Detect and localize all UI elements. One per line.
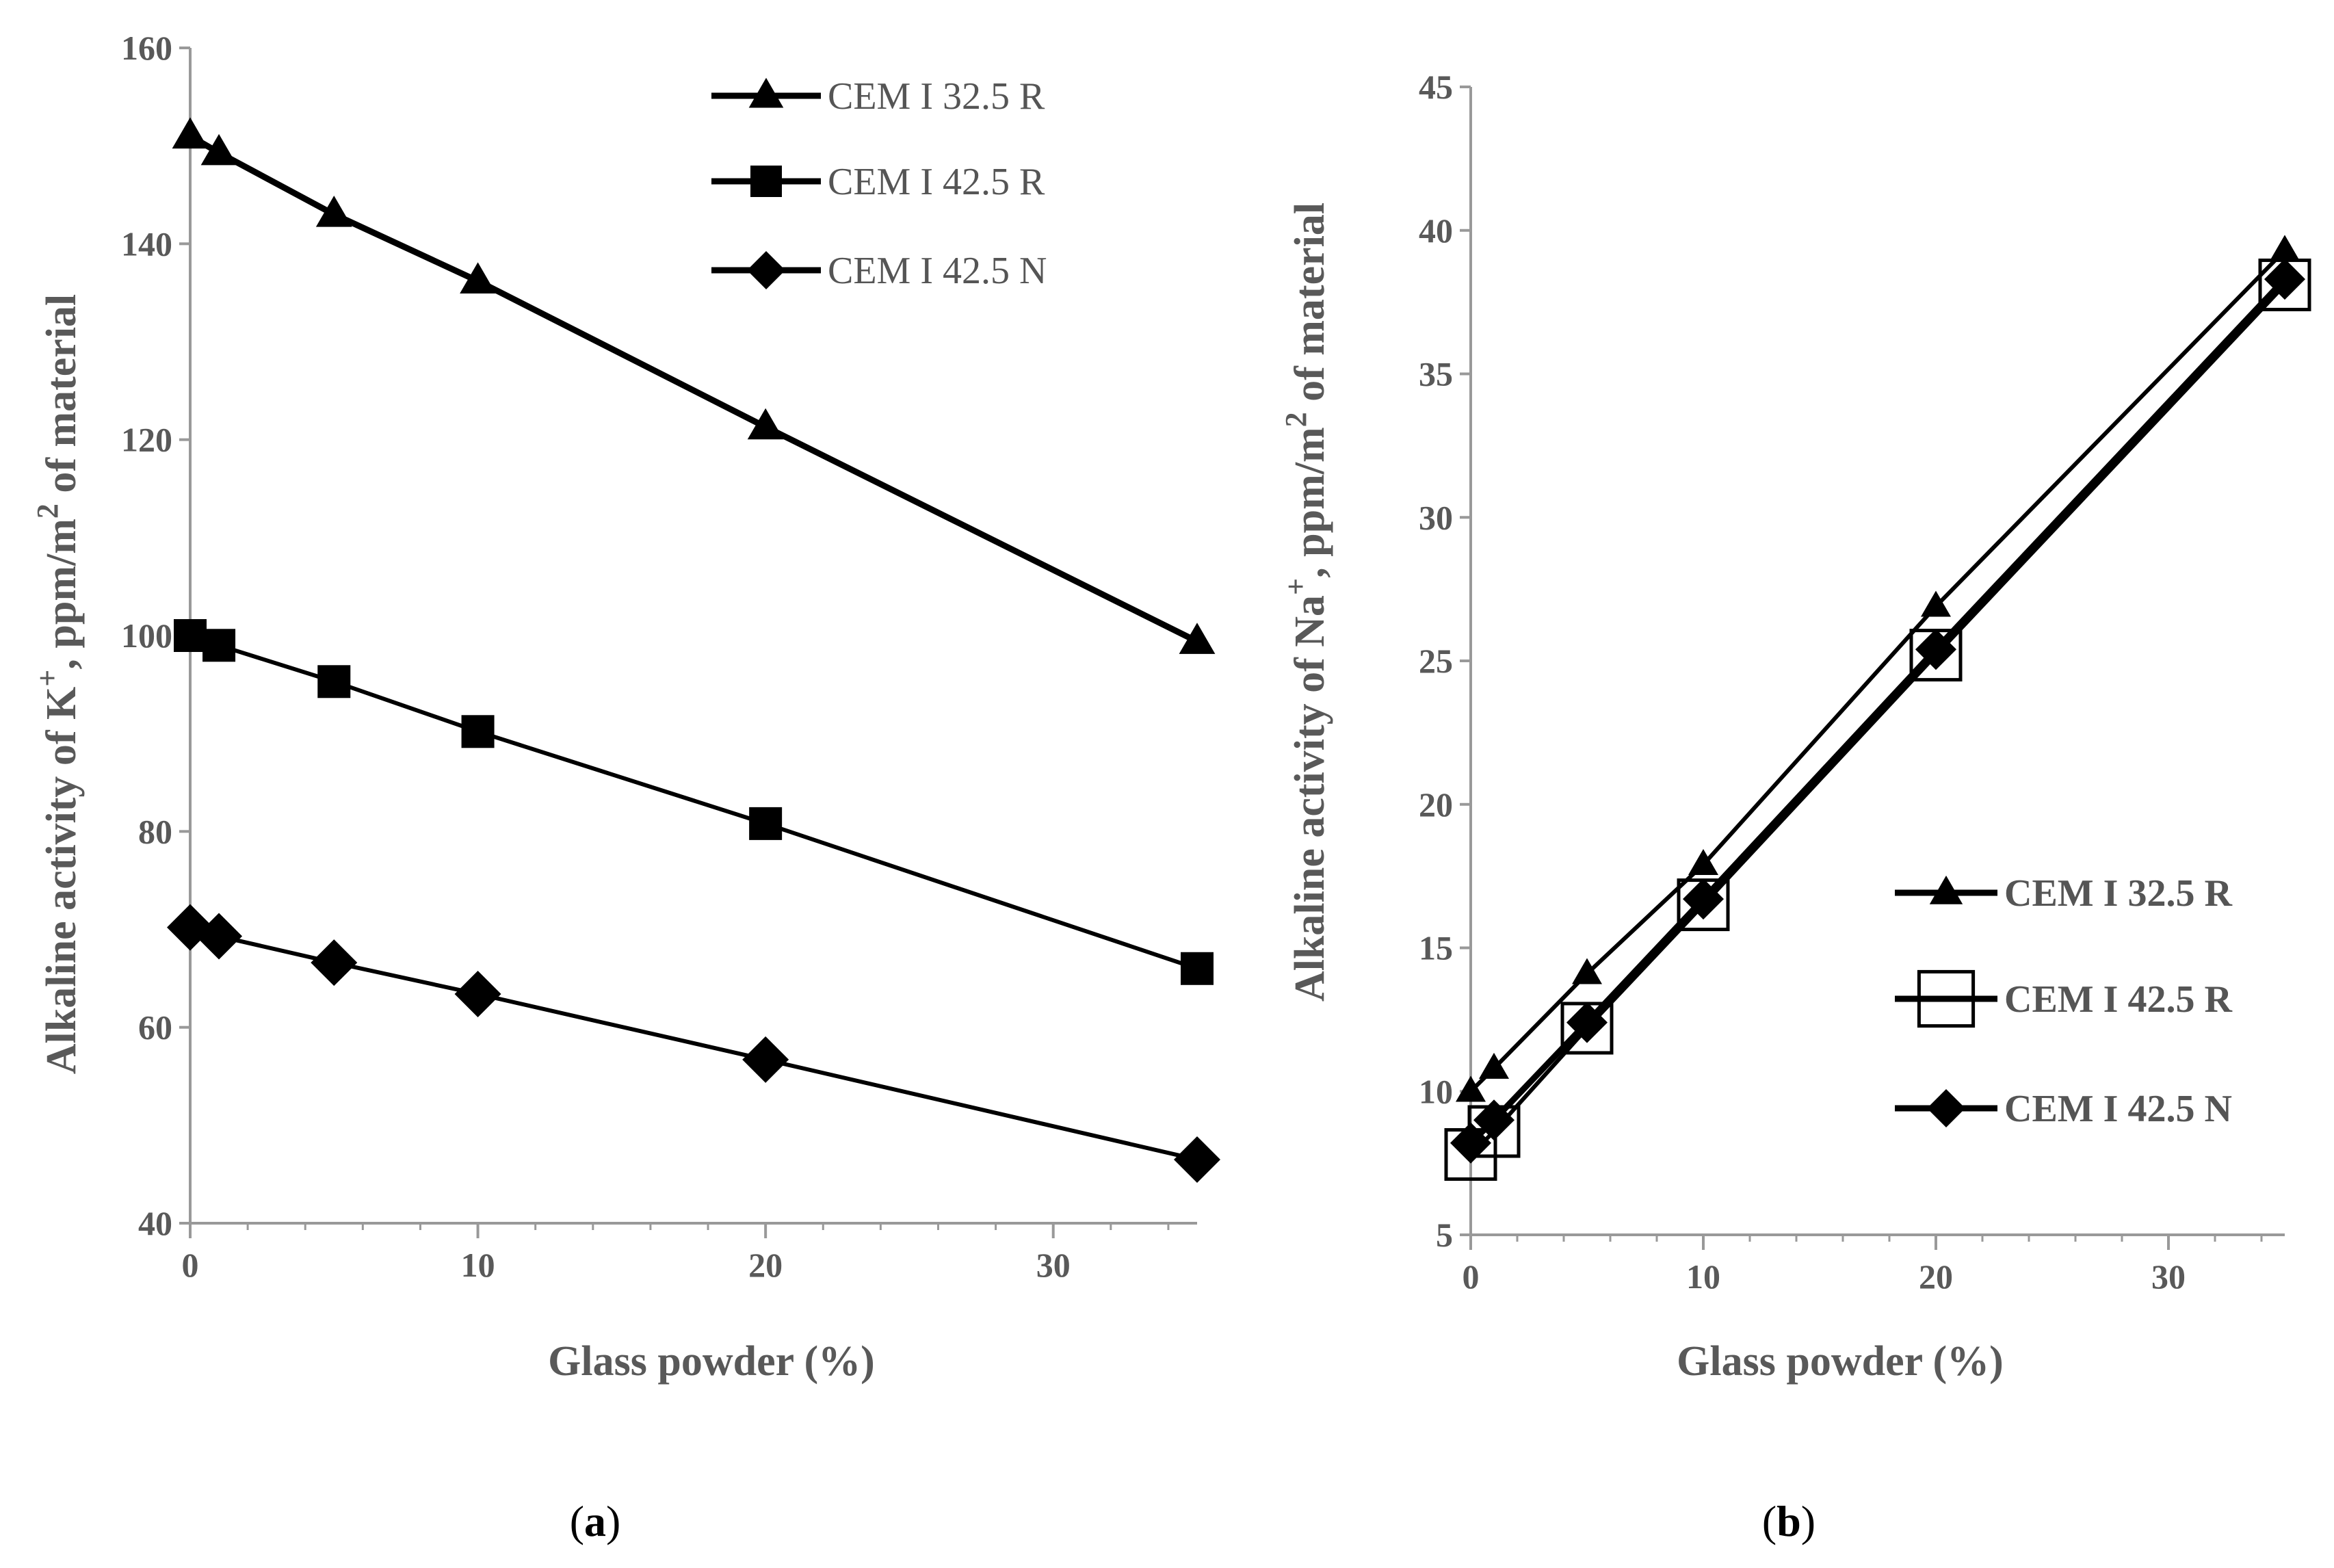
y-tick-label: 80 bbox=[138, 812, 172, 850]
x-tick-label: 0 bbox=[1463, 1257, 1480, 1296]
data-point bbox=[1572, 958, 1602, 984]
data-point bbox=[1456, 1075, 1486, 1102]
data-point bbox=[2264, 259, 2305, 300]
chart-b-axes: 5 10 15 20 25 30 35 40 45 0 10 20 30 bbox=[1419, 68, 2285, 1296]
chart-a-markers bbox=[167, 117, 1220, 1183]
x-tick-label: 30 bbox=[1036, 1246, 1071, 1284]
chart-a-y-axis-label: Alkaline activity of K+, ppm/m2 of mater… bbox=[31, 294, 85, 1075]
data-point bbox=[315, 196, 352, 227]
data-point bbox=[1566, 1002, 1608, 1043]
y-tick-label: 40 bbox=[1419, 211, 1453, 250]
y-tick-label: 40 bbox=[138, 1204, 172, 1242]
y-tick-label: 20 bbox=[1419, 785, 1453, 824]
chart-b-y-axis-label: Alkaline activity of Na+, ppm/m2 of mate… bbox=[1279, 202, 1333, 1002]
data-point bbox=[1683, 878, 1724, 920]
data-point bbox=[311, 939, 358, 986]
data-point bbox=[202, 629, 236, 662]
legend-label: CEM I 42.5 N bbox=[2004, 1088, 2232, 1130]
chart-a-legend: CEM I 32.5 R CEM I 42.5 R CEM I 42.5 N bbox=[711, 75, 1047, 292]
data-point bbox=[1479, 1052, 1509, 1079]
legend-label: CEM I 32.5 R bbox=[2004, 872, 2232, 915]
y-tick-label: 60 bbox=[138, 1008, 172, 1047]
data-point bbox=[1915, 629, 1956, 670]
data-point bbox=[742, 1036, 789, 1083]
data-point bbox=[460, 262, 496, 293]
data-point bbox=[200, 133, 237, 166]
y-tick-label: 100 bbox=[121, 616, 172, 655]
data-point bbox=[747, 408, 784, 440]
x-tick-label: 20 bbox=[748, 1246, 783, 1284]
legend-label: CEM I 42.5 R bbox=[828, 161, 1045, 203]
y-tick-label: 5 bbox=[1436, 1216, 1453, 1254]
data-point bbox=[1688, 849, 1718, 876]
y-tick-label: 10 bbox=[1419, 1072, 1453, 1110]
legend-marker bbox=[748, 77, 784, 108]
y-tick-label: 25 bbox=[1419, 642, 1453, 680]
data-point bbox=[1473, 1099, 1515, 1141]
legend-marker bbox=[1917, 969, 1976, 1028]
panel-b-label: (b) bbox=[1762, 1497, 1815, 1545]
data-point bbox=[2270, 235, 2300, 261]
data-point bbox=[1450, 1122, 1491, 1164]
data-point bbox=[1174, 1136, 1220, 1183]
chart-a-x-axis-label: Glass powder (%) bbox=[548, 1338, 875, 1385]
legend-marker bbox=[1927, 1089, 1965, 1127]
chart-b-markers bbox=[1444, 235, 2311, 1181]
y-tick-label: 35 bbox=[1419, 355, 1453, 393]
y-tick-label: 140 bbox=[121, 224, 172, 263]
legend-marker bbox=[1929, 875, 1963, 904]
x-tick-label: 30 bbox=[2151, 1257, 2186, 1296]
data-point bbox=[317, 665, 351, 698]
data-point bbox=[196, 913, 243, 960]
legend-label: CEM I 42.5 R bbox=[2004, 978, 2232, 1021]
legend-label: CEM I 42.5 N bbox=[828, 250, 1047, 292]
data-point bbox=[749, 807, 783, 840]
x-tick-label: 10 bbox=[461, 1246, 495, 1284]
y-tick-label: 120 bbox=[121, 421, 172, 459]
chart-b-legend: CEM I 32.5 R CEM I 42.5 R CEM I 42.5 N bbox=[1895, 872, 2232, 1130]
series-line-1 bbox=[1469, 249, 2287, 1093]
y-tick-label: 30 bbox=[1419, 498, 1453, 536]
legend-marker bbox=[750, 166, 782, 197]
legend-marker bbox=[747, 251, 785, 289]
y-tick-label: 45 bbox=[1419, 68, 1453, 106]
y-tick-label: 160 bbox=[121, 29, 172, 67]
legend-label: CEM I 32.5 R bbox=[828, 75, 1045, 118]
chart-b-x-axis-label: Glass powder (%) bbox=[1677, 1338, 2004, 1385]
data-point bbox=[461, 715, 495, 748]
x-tick-label: 20 bbox=[1919, 1257, 1953, 1296]
data-point bbox=[174, 619, 207, 652]
panel-a-label: (a) bbox=[570, 1497, 621, 1545]
data-point bbox=[1181, 952, 1214, 985]
data-point bbox=[172, 117, 209, 149]
x-tick-label: 0 bbox=[182, 1246, 199, 1284]
data-point bbox=[454, 970, 501, 1017]
data-point bbox=[1179, 623, 1216, 654]
chart-a-axes: 40 60 80 100 120 140 160 0 10 20 30 bbox=[121, 29, 1197, 1284]
x-tick-label: 10 bbox=[1686, 1257, 1720, 1296]
y-tick-label: 15 bbox=[1419, 929, 1453, 967]
data-point bbox=[1921, 590, 1951, 617]
